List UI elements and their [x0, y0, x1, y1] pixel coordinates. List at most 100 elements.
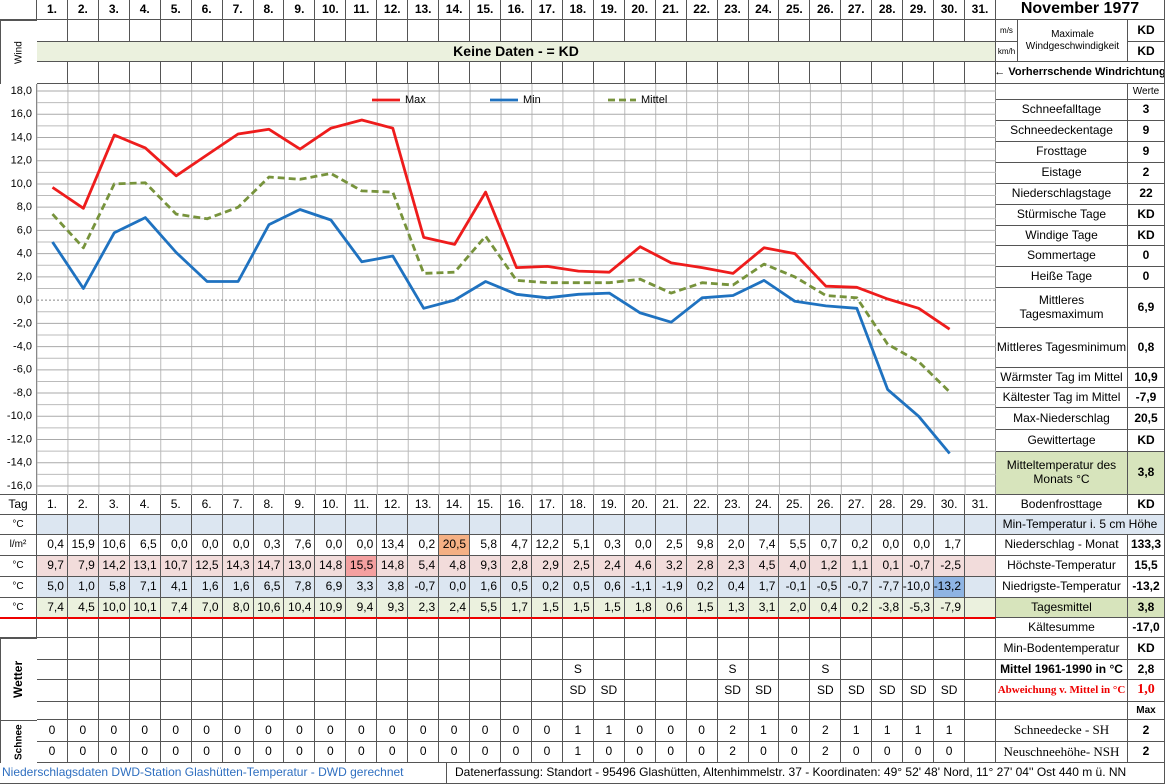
summary-label: Bodenfrosttage — [996, 495, 1128, 515]
stat-label: Frosttage — [996, 142, 1128, 163]
stat-value: 20,5 — [1128, 408, 1165, 430]
weather-cell — [470, 660, 502, 680]
snow-cell: 0 — [408, 742, 440, 763]
summary-label: Abweichung v. Mittel in °C — [996, 680, 1128, 702]
weather-cell — [748, 638, 780, 660]
data-cell: 4,8 — [439, 556, 471, 577]
cell — [191, 20, 223, 42]
data-cell: 2,8 — [501, 556, 532, 577]
stat-value: 3,8 — [1128, 452, 1165, 495]
day-header: 5. — [160, 0, 192, 20]
day-header: 13. — [408, 495, 440, 515]
snow-cell: 0 — [439, 720, 471, 742]
data-cell: 1,8 — [624, 598, 656, 618]
day-header: 9. — [284, 495, 316, 515]
cell — [624, 62, 656, 84]
data-cell: 10,1 — [129, 598, 161, 618]
weather-cell — [872, 618, 904, 638]
weather-cell — [531, 638, 563, 660]
stat-value: 3 — [1128, 100, 1165, 121]
weather-cell — [439, 660, 471, 680]
weather-cell — [222, 680, 254, 702]
data-cell: 14,8 — [315, 556, 347, 577]
cell — [160, 62, 192, 84]
weather-cell — [408, 660, 440, 680]
data-cell: 2,4 — [593, 556, 625, 577]
stat-label: Schneefalltage — [996, 100, 1128, 121]
summary-label: Min-Bodentemperatur — [996, 638, 1128, 660]
data-cell: 2,8 — [686, 556, 718, 577]
data-cell — [965, 515, 996, 535]
cell — [98, 62, 130, 84]
snow-cell: 0 — [222, 742, 254, 763]
data-cell: 10,7 — [160, 556, 192, 577]
data-cell — [717, 515, 749, 535]
weather-cell — [965, 680, 996, 702]
day-header: 7. — [222, 495, 254, 515]
data-cell — [686, 515, 718, 535]
data-cell: 1,6 — [191, 577, 223, 598]
data-cell: 0,2 — [841, 535, 873, 556]
day-header: 10. — [315, 495, 347, 515]
data-cell: 7,6 — [284, 535, 316, 556]
data-cell: 0,0 — [160, 535, 192, 556]
data-cell — [810, 515, 842, 535]
cell — [686, 62, 718, 84]
day-header: 18. — [562, 0, 594, 20]
summary-label: Höchste-Temperatur — [996, 556, 1128, 577]
data-cell: 0,4 — [37, 535, 68, 556]
weather-cell — [98, 702, 130, 720]
day-header: 11. — [346, 0, 378, 20]
weather-cell — [686, 618, 718, 638]
weather-cell: SD — [748, 680, 780, 702]
cell — [315, 62, 347, 84]
day-header: 19. — [593, 0, 625, 20]
summary-label: Niederschlag - Monat — [996, 535, 1128, 556]
weather-cell — [501, 702, 532, 720]
snow-cell: 1 — [841, 720, 873, 742]
day-header: 15. — [470, 495, 502, 515]
cell — [129, 20, 161, 42]
weather-cell — [841, 702, 873, 720]
snow-cell: 0 — [624, 742, 656, 763]
data-cell: -3,8 — [872, 598, 904, 618]
weather-cell — [191, 660, 223, 680]
snow-cell: 0 — [222, 720, 254, 742]
no-data-banner: Keine Daten - = KD — [37, 42, 996, 62]
data-cell: -7,9 — [934, 598, 966, 618]
day-label: Tag — [0, 495, 37, 515]
day-header: 9. — [284, 0, 316, 20]
weather-cell — [284, 660, 316, 680]
weather-cell — [655, 638, 687, 660]
weather-cell — [253, 680, 285, 702]
data-cell: 1,1 — [841, 556, 873, 577]
y-tick-label: 10,0 — [11, 178, 32, 190]
weather-cell — [748, 618, 780, 638]
data-cell — [593, 515, 625, 535]
data-cell: 10,9 — [315, 598, 347, 618]
y-tick-label: -6,0 — [13, 364, 32, 376]
data-cell: 2,0 — [779, 598, 811, 618]
weather-cell — [284, 638, 316, 660]
snow-cell: 0 — [408, 720, 440, 742]
weather-cell — [779, 618, 811, 638]
snow-cell: 0 — [934, 742, 966, 763]
day-header: 10. — [315, 0, 347, 20]
summary-label: Neuschneehöhe- NSH — [996, 742, 1128, 763]
summary-value: KD — [1128, 495, 1165, 515]
day-header: 23. — [717, 0, 749, 20]
weather-cell — [346, 618, 378, 638]
y-tick-label: -16,0 — [7, 480, 32, 492]
cell — [531, 20, 563, 42]
weather-cell — [779, 660, 811, 680]
data-cell: 14,3 — [222, 556, 254, 577]
weather-cell — [408, 638, 440, 660]
data-cell — [315, 515, 347, 535]
weather-cell — [562, 618, 594, 638]
weather-cell — [129, 618, 161, 638]
data-cell: 10,6 — [98, 535, 130, 556]
data-cell — [222, 515, 254, 535]
cell — [593, 62, 625, 84]
data-cell: 5,0 — [37, 577, 68, 598]
day-header: 17. — [531, 0, 563, 20]
